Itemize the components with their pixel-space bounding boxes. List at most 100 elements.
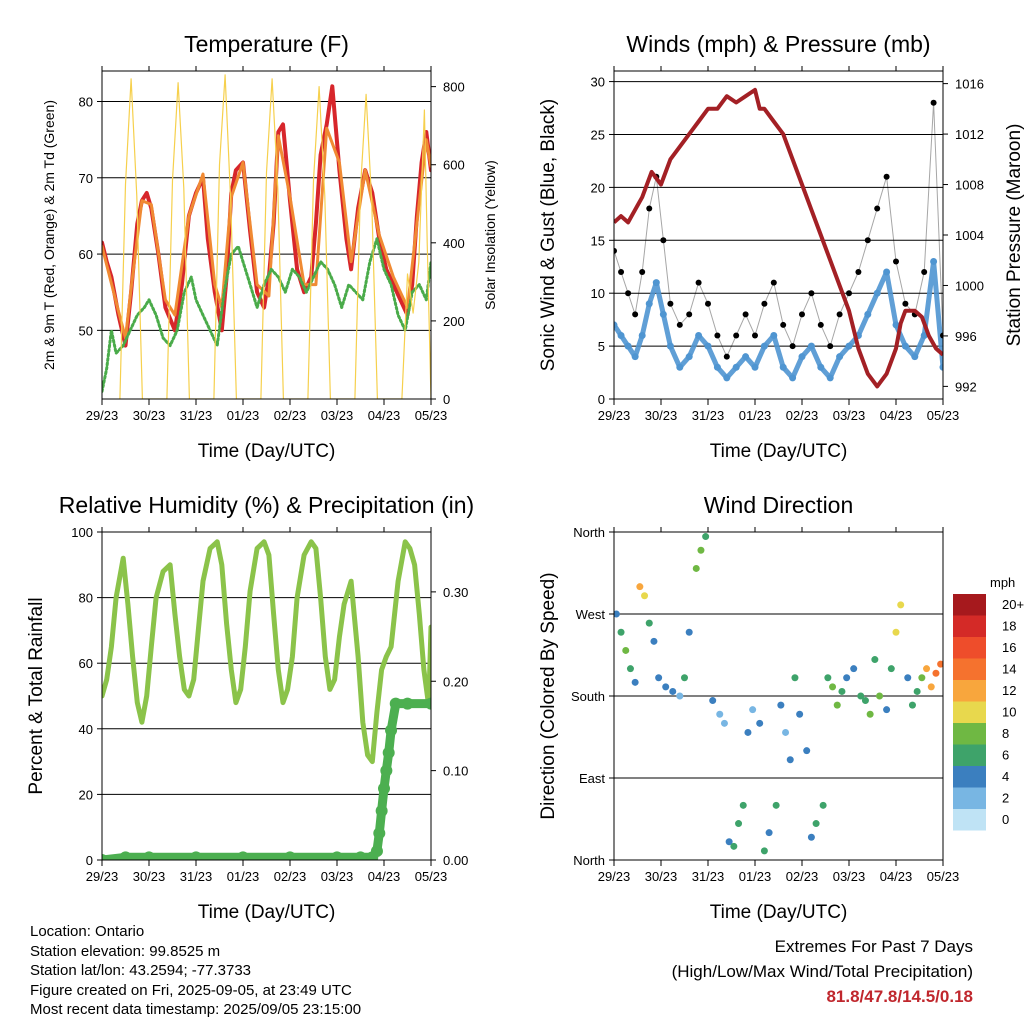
data-point [725,838,733,846]
data-point [685,353,693,361]
y2-tick-label: 1012 [955,127,984,142]
data-point [791,674,799,682]
data-point [887,665,895,673]
data-point [883,173,890,180]
data-point [713,363,721,371]
data-point [695,332,703,340]
data-point [645,619,653,627]
series-line [614,102,943,358]
data-point [874,205,881,212]
legend-swatch [953,701,986,723]
data-point [624,342,632,350]
y2-tick-label: 400 [443,236,465,251]
data-point [723,353,730,360]
plot-frame [613,531,944,861]
x-tick-label: 03/23 [833,869,866,884]
data-point [930,99,937,106]
data-point [744,728,752,736]
legend-label: 8 [1002,726,1009,741]
data-point [760,342,768,350]
data-point [843,674,851,682]
data-point [826,374,834,382]
data-point [913,687,921,695]
data-point [704,342,712,350]
legend-swatch [953,744,986,766]
data-point [861,697,869,705]
recent-timestamp: Most recent data timestamp: 2025/09/05 2… [30,1001,362,1019]
y-tick-label: 50 [79,323,93,338]
data-point [864,310,872,318]
data-point [681,674,688,682]
y2-tick-label: 1008 [955,178,984,193]
x-tick-label: 29/23 [86,869,119,884]
data-point [921,269,928,276]
x-tick-label: 31/23 [692,869,725,884]
data-point [618,269,625,276]
data-point [705,300,711,307]
legend-swatch [953,615,986,637]
data-point [779,363,787,371]
series-line [614,259,943,381]
data-point [190,851,202,860]
x-tick-label: 01/23 [739,408,772,423]
data-point [102,854,108,860]
x-tick-label: 03/23 [833,408,866,423]
data-point [697,546,705,554]
legend-swatch [953,723,986,745]
legend-label: 14 [1002,662,1016,677]
data-point [892,628,900,636]
data-point [730,842,738,850]
x-tick-label: 05/23 [927,408,960,423]
figure-created: Figure created on Fri, 2025-09-05, at 23… [30,981,352,999]
series-line [119,74,431,399]
y-axis-label: Sonic Wind & Gust (Blue, Black) [538,99,559,371]
plot-frame [101,70,432,400]
data-point [799,311,805,318]
y-tick-label: 60 [79,656,93,671]
data-point [667,300,674,307]
legend-title: mph [990,575,1015,590]
extremes-values: 81.8/47.8/14.5/0.18 [826,987,973,1006]
data-point [786,756,794,764]
data-point [937,660,943,668]
data-point [636,583,644,591]
data-point [354,851,367,860]
data-point [645,300,653,308]
data-point [920,332,928,340]
data-point [702,533,710,541]
data-point [641,592,649,600]
data-point [760,847,768,855]
data-point [883,268,891,276]
data-point [716,710,724,718]
x-tick-label: 02/23 [786,869,819,884]
y2-axis-label: Solar Insolation (Yellow) [482,160,498,310]
x-tick-label: 02/23 [274,408,307,423]
data-point [833,701,841,709]
data-point [709,697,717,705]
legend-label: 6 [1002,748,1009,763]
y-tick-label: 15 [591,233,605,248]
chart-panel-4: Wind Direction Time (Day/UTC) Direction (C… [538,492,1024,923]
y2-tick-label: 1016 [955,77,984,92]
data-point [614,610,620,618]
x-tick-label: 30/23 [133,408,166,423]
data-point [382,746,395,759]
speed-legend: mph 20+ 18 16 14 12 10 8 6 4 2 0 [953,575,1024,831]
data-point [808,290,815,297]
data-point [676,363,684,371]
plot-area [614,533,943,855]
data-point [626,665,634,673]
legend-swatch [953,787,986,809]
y-axis-label: 2m & 9m T (Red, Orange) & 2m Td (Green) [41,100,57,370]
data-point [639,269,646,276]
data-point [765,829,773,837]
data-point [723,374,731,382]
data-point [742,353,750,361]
station-elevation: Station elevation: 99.8525 m [30,942,221,960]
data-point [932,669,940,677]
data-point [695,279,702,286]
data-point [803,747,811,755]
station-latlon: Station lat/lon: 43.2594; -77.3733 [30,962,252,980]
chart-title: Relative Humidity (%) & Precipitation (i… [59,492,474,518]
y-tick-label: 20 [79,787,93,802]
